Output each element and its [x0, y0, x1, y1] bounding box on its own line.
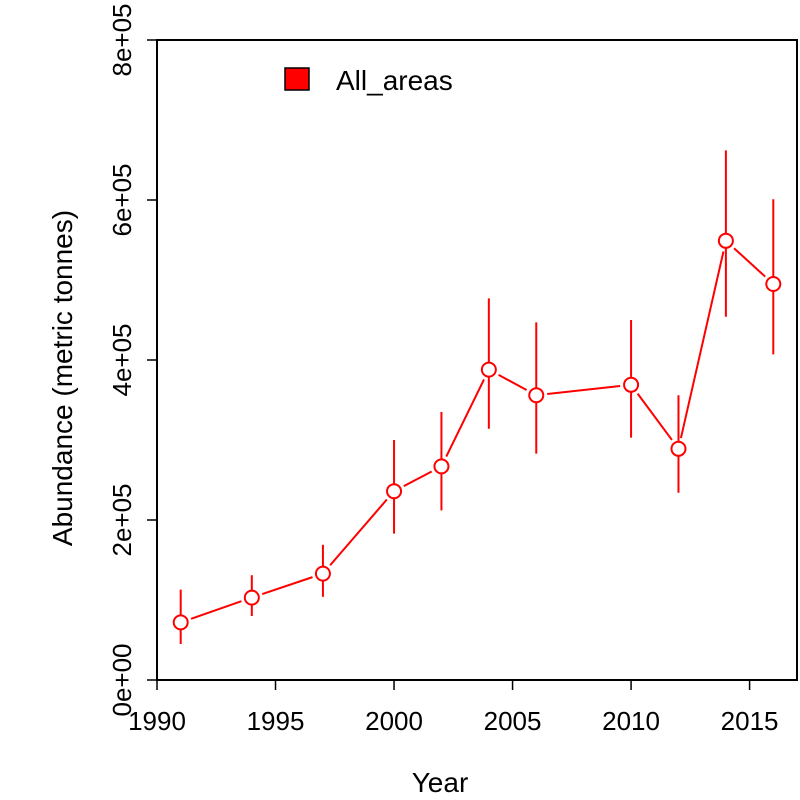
- x-tick-label: 1990: [128, 706, 186, 736]
- y-tick-label: 6e+05: [107, 163, 137, 236]
- data-point: [172, 614, 189, 631]
- series-line-segment: [498, 373, 528, 391]
- x-axis: 1990 1995 2000 2005 2010 2015: [128, 679, 779, 736]
- series-layer: [172, 150, 782, 644]
- x-tick-label: 1995: [247, 706, 305, 736]
- y-tick-label: 0e+00: [107, 643, 137, 716]
- series-line-segment: [547, 385, 621, 395]
- y-tick-label: 2e+05: [107, 483, 137, 556]
- data-point: [717, 232, 734, 249]
- series-line-segment: [329, 498, 388, 566]
- x-tick-label: 2000: [365, 706, 423, 736]
- x-axis-title: Year: [412, 767, 469, 798]
- data-point: [765, 276, 782, 292]
- x-tick-label: 2005: [484, 706, 542, 736]
- x-tick-label: 2015: [721, 706, 779, 736]
- series-line-segment: [445, 379, 485, 457]
- series-line-segment: [733, 247, 766, 278]
- series-line-segment: [403, 470, 433, 487]
- data-point: [623, 376, 640, 393]
- data-point: [433, 458, 450, 475]
- series-line-segment: [636, 393, 673, 441]
- y-axis: 0e+00 2e+05 4e+05 6e+05 8e+05: [107, 3, 158, 717]
- y-tick-label: 4e+05: [107, 323, 137, 396]
- x-tick-label: 2010: [602, 706, 660, 736]
- data-point: [386, 483, 403, 500]
- data-point: [314, 565, 331, 582]
- data-point: [480, 361, 497, 378]
- legend: All_areas: [284, 65, 453, 96]
- series-line-segment: [679, 251, 725, 439]
- legend-swatch: [284, 67, 310, 91]
- data-point: [670, 440, 687, 457]
- series-line-segment: [261, 576, 313, 596]
- data-point: [243, 589, 260, 606]
- series-line-segment: [190, 600, 242, 620]
- legend-label: All_areas: [336, 65, 453, 96]
- data-point: [528, 387, 545, 404]
- plot-frame: [156, 39, 798, 681]
- y-tick-label: 8e+05: [107, 3, 137, 76]
- y-axis-title: Abundance (metric tonnes): [47, 210, 78, 546]
